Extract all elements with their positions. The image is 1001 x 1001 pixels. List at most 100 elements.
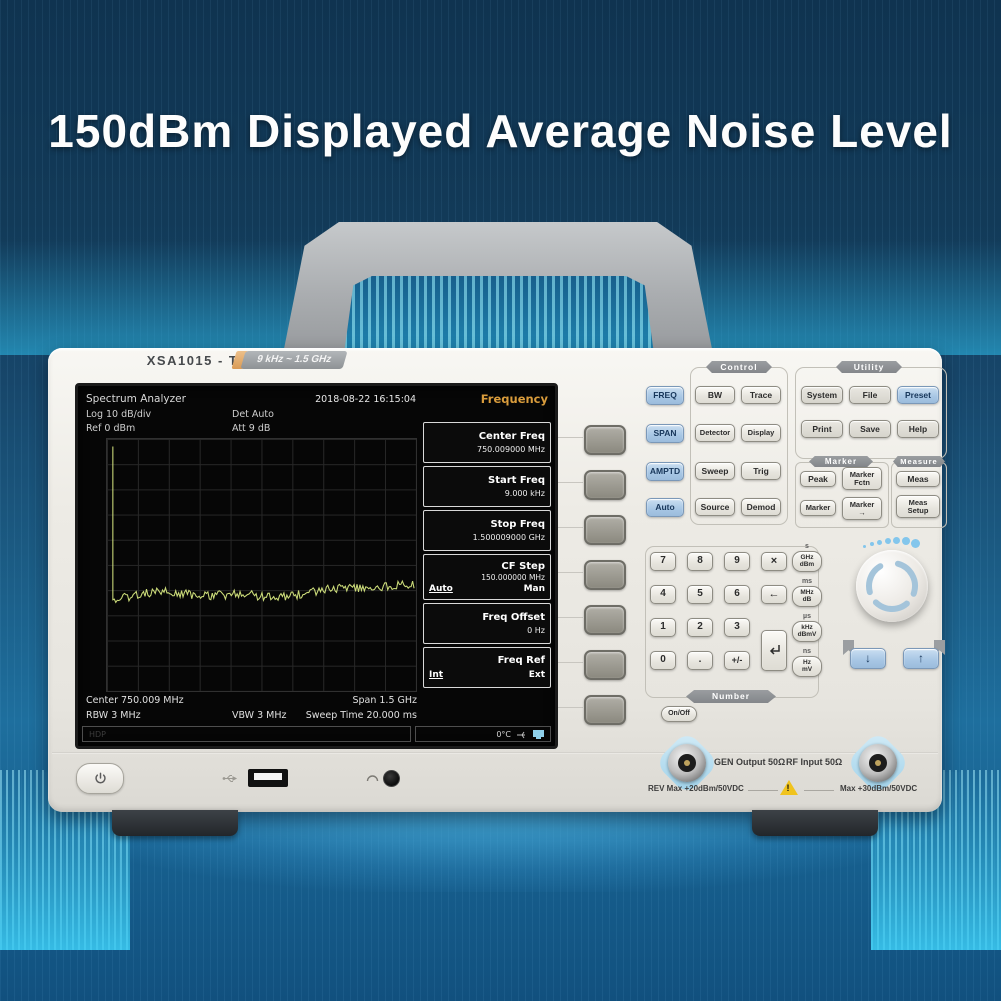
print-button[interactable]: Print	[801, 420, 843, 438]
menu-item-center-freq[interactable]: Center Freq 750.009000 MHz	[423, 422, 551, 463]
arrow-down-button[interactable]: ↓	[850, 648, 886, 669]
softkey-1[interactable]	[584, 425, 626, 455]
marker-group-label: Marker	[809, 456, 873, 467]
unit-tag-us: µs	[803, 613, 811, 620]
bw-button[interactable]: BW	[695, 386, 735, 404]
device-foot-right	[752, 810, 878, 836]
enter-key[interactable]	[761, 630, 787, 671]
unit-key-ghz-dbm[interactable]: GHz dBm	[792, 551, 822, 572]
frequency-range-badge: 9 kHz ~ 1.5 GHz	[240, 351, 348, 369]
trace-button[interactable]: Trace	[741, 386, 781, 404]
softkey-4[interactable]	[584, 560, 626, 590]
utility-group	[795, 367, 947, 459]
meas-setup-button[interactable]: Meas Setup	[896, 495, 940, 518]
softkey-6[interactable]	[584, 650, 626, 680]
freq-button[interactable]: FREQ	[646, 386, 684, 405]
gen-output-label: GEN Output 50Ω	[714, 757, 786, 767]
demod-button[interactable]: Demod	[741, 498, 781, 516]
rotary-knob[interactable]	[856, 550, 928, 622]
usb-icon	[222, 775, 238, 782]
attenuation-label: Att 9 dB	[232, 423, 271, 434]
digit-4-key[interactable]: 4	[650, 585, 676, 604]
sweep-annotations: Center 750.009 MHz Span 1.5 GHz RBW 3 MH…	[82, 694, 423, 724]
decimal-key[interactable]: .	[687, 651, 713, 670]
cf-step-man-option[interactable]: Man	[523, 583, 545, 594]
source-button[interactable]: Source	[695, 498, 735, 516]
menu-item-freq-offset[interactable]: Freq Offset 0 Hz	[423, 603, 551, 644]
marker-button[interactable]: Marker	[800, 500, 836, 516]
digit-7-key[interactable]: 7	[650, 552, 676, 571]
file-button[interactable]: File	[849, 386, 891, 404]
rf-input-label: RF Input 50Ω	[786, 757, 843, 767]
unit-key-khz-dbmv[interactable]: kHz dBmV	[792, 621, 822, 642]
amptd-button[interactable]: AMPTD	[646, 462, 684, 481]
preset-button[interactable]: Preset	[897, 386, 939, 404]
digit-1-key[interactable]: 1	[650, 618, 676, 637]
menu-item-cf-step[interactable]: CF Step 150.000000 MHz Auto Man	[423, 554, 551, 600]
device-foot-left	[112, 810, 238, 836]
digit-2-key[interactable]: 2	[687, 618, 713, 637]
rf-input-pin	[875, 760, 881, 766]
rev-max-label: REV Max +20dBm/50VDC	[648, 784, 744, 793]
softkey-line	[558, 572, 583, 573]
softkey-line	[558, 437, 583, 438]
max-input-label: Max +30dBm/50VDC	[840, 784, 918, 793]
trig-button[interactable]: Trig	[741, 462, 781, 480]
digit-9-key[interactable]: 9	[724, 552, 750, 571]
detector-button[interactable]: Detector	[695, 424, 735, 442]
unit-key-hz-mv[interactable]: Hz mV	[792, 656, 822, 677]
softkey-line	[558, 482, 583, 483]
onoff-button[interactable]: On/Off	[661, 706, 697, 722]
freq-ref-int-option[interactable]: Int	[429, 670, 444, 680]
menu-item-stop-freq[interactable]: Stop Freq 1.500009000 GHz	[423, 510, 551, 551]
digit-5-key[interactable]: 5	[687, 585, 713, 604]
plus-minus-key[interactable]: +/-	[724, 651, 750, 670]
number-group-label: Number	[686, 690, 776, 703]
save-button[interactable]: Save	[849, 420, 891, 438]
power-button[interactable]	[76, 763, 124, 794]
freq-ref-ext-option[interactable]: Ext	[528, 670, 545, 680]
status-bar: HDP 0°C	[82, 726, 551, 742]
headphone-icon	[366, 775, 379, 781]
peak-button[interactable]: Peak	[800, 471, 836, 487]
menu-item-freq-ref[interactable]: Freq Ref Int Ext	[423, 647, 551, 688]
softkey-3[interactable]	[584, 515, 626, 545]
digit-8-key[interactable]: 8	[687, 552, 713, 571]
graticule	[106, 438, 417, 692]
front-seam	[52, 752, 938, 754]
softkey-7[interactable]	[584, 695, 626, 725]
sweep-button[interactable]: Sweep	[695, 462, 735, 480]
digit-3-key[interactable]: 3	[724, 618, 750, 637]
cf-step-auto-option[interactable]: Auto	[429, 583, 453, 594]
span-label: Span 1.5 GHz	[352, 695, 417, 706]
meas-button[interactable]: Meas	[896, 471, 940, 487]
softkey-line	[558, 617, 583, 618]
marker-to-button[interactable]: Marker →	[842, 497, 882, 520]
log-scale-label: Log 10 dB/div	[86, 409, 152, 420]
warning-icon	[780, 780, 798, 795]
backspace-key[interactable]: ←	[761, 585, 787, 604]
marker-fctn-button[interactable]: Marker Fctn	[842, 467, 882, 490]
menu-item-start-freq[interactable]: Start Freq 9.000 kHz	[423, 466, 551, 507]
digit-0-key[interactable]: 0	[650, 651, 676, 670]
trace-annotations: Log 10 dB/div Det Auto Ref 0 dBm Att 9 d…	[82, 408, 423, 436]
span-button[interactable]: SPAN	[646, 424, 684, 443]
help-button[interactable]: Help	[897, 420, 939, 438]
unit-key-mhz-db[interactable]: MHz dB	[792, 586, 822, 607]
noise-trace	[112, 446, 415, 604]
display-button[interactable]: Display	[741, 424, 781, 442]
system-button[interactable]: System	[801, 386, 843, 404]
auto-button[interactable]: Auto	[646, 498, 684, 517]
gen-output-pin	[684, 760, 690, 766]
rbw-label: RBW 3 MHz	[86, 710, 141, 721]
lcd-screen: Spectrum Analyzer 2018-08-22 16:15:04 Fr…	[75, 383, 558, 749]
knob-arc	[866, 560, 918, 612]
softkey-5[interactable]	[584, 605, 626, 635]
arrow-up-button[interactable]: ↑	[903, 648, 939, 669]
cancel-key[interactable]: ×	[761, 552, 787, 571]
enter-icon	[769, 645, 780, 655]
softkey-2[interactable]	[584, 470, 626, 500]
screen-header: Spectrum Analyzer 2018-08-22 16:15:04 Fr…	[82, 390, 551, 408]
digit-6-key[interactable]: 6	[724, 585, 750, 604]
